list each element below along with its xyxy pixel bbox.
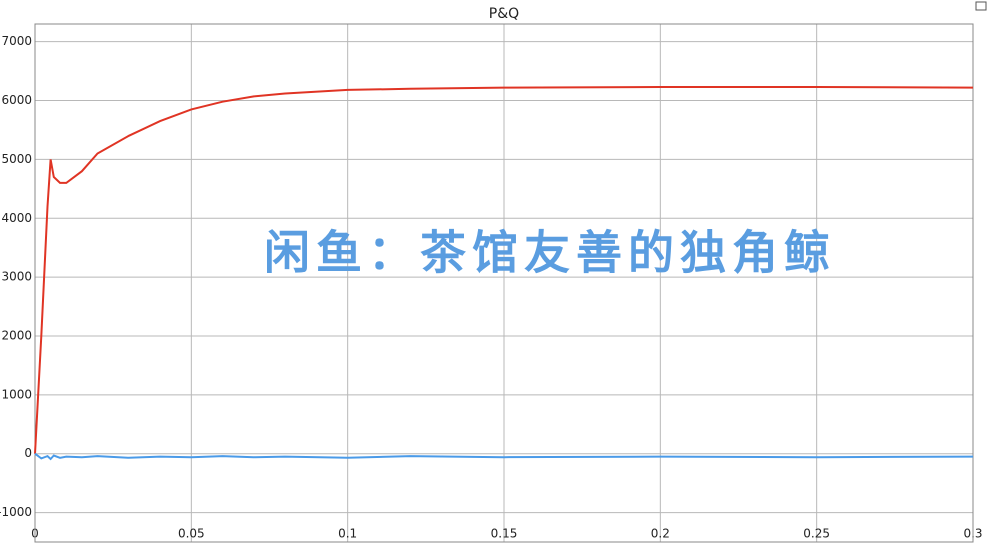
y-tick-label: 3000 bbox=[1, 270, 32, 284]
scope-icon[interactable] bbox=[975, 1, 987, 11]
y-tick-label: 6000 bbox=[1, 93, 32, 107]
y-tick-label: 5000 bbox=[1, 152, 32, 166]
plot-frame bbox=[34, 23, 974, 543]
series-line bbox=[34, 452, 974, 461]
y-tick-label: 7000 bbox=[1, 34, 32, 48]
y-tick-label: 2000 bbox=[1, 328, 32, 342]
series-line bbox=[34, 86, 974, 454]
x-tick-label: 0.15 bbox=[491, 527, 518, 541]
x-tick-label: 0.05 bbox=[178, 527, 205, 541]
x-tick-label: 0.2 bbox=[651, 527, 670, 541]
x-tick-label: 0.1 bbox=[338, 527, 357, 541]
chart-title: P&Q bbox=[489, 6, 519, 22]
y-tick-label: 4000 bbox=[1, 211, 32, 225]
y-tick-label: 0 bbox=[24, 446, 32, 460]
y-tick-label: 1000 bbox=[1, 387, 32, 401]
x-tick-label: 0.25 bbox=[803, 527, 830, 541]
y-tick-label: -1000 bbox=[0, 505, 32, 519]
watermark: 闲鱼：茶馆友善的独角鲸 bbox=[264, 226, 836, 280]
